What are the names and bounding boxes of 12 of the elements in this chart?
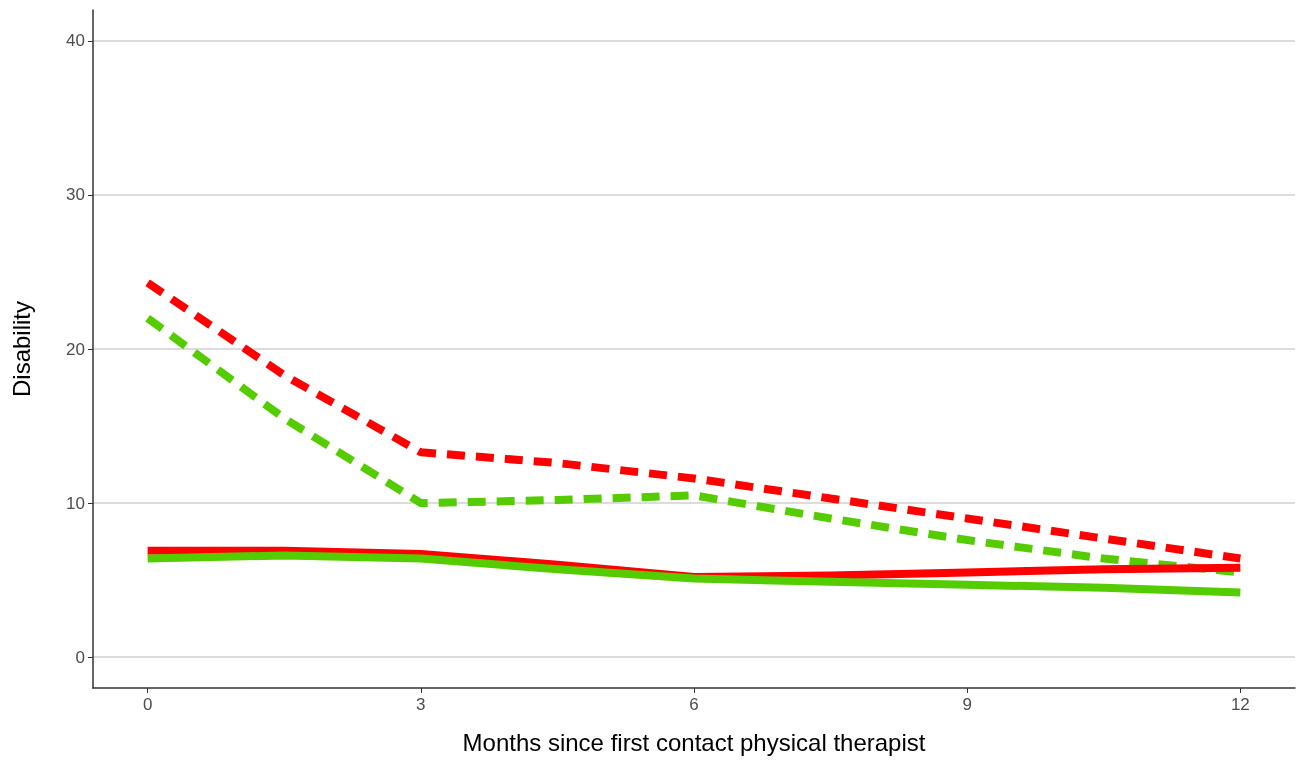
y-tick-label: 30 — [66, 185, 85, 205]
y-tick-label: 40 — [66, 31, 85, 51]
x-axis-title: Months since first contact physical therapist — [462, 728, 926, 756]
y-axis-title: Disability — [7, 300, 35, 398]
x-tick-label: 6 — [689, 695, 699, 714]
x-tick-label: 9 — [962, 695, 972, 714]
x-tick-label: 0 — [142, 695, 153, 714]
y-tick-label: 0 — [75, 647, 85, 667]
y-tick-label: 10 — [66, 493, 85, 513]
y-tick-label: 20 — [66, 339, 85, 359]
x-tick-label: 12 — [1230, 695, 1250, 714]
x-tick-label: 3 — [416, 695, 426, 714]
